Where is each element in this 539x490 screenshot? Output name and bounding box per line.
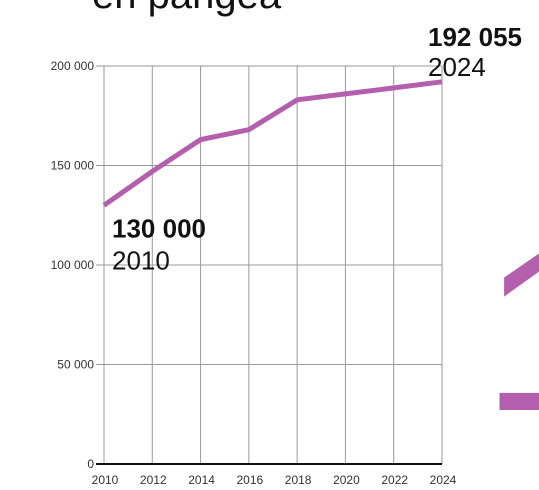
page-title-fragment: en pangea: [92, 0, 282, 17]
x-tick-label-2018: 2018: [285, 473, 312, 487]
y-tick-label-150000: 150 000: [51, 159, 95, 173]
x-tick-label-2012: 2012: [140, 473, 167, 487]
annotation-year-2010: 2010: [112, 245, 170, 275]
y-tick-label-50000: 50 000: [57, 358, 94, 372]
big-numeral-decoration: 1: [482, 202, 539, 459]
x-tick-label-2010: 2010: [92, 473, 119, 487]
y-tick-label-0: 0: [87, 457, 94, 471]
annotation-value-2010: 130 000: [112, 213, 206, 243]
annotation-year-2024: 2024: [428, 52, 486, 82]
annotation-value-2024: 192 055: [428, 22, 522, 52]
series-line-0: [102, 79, 443, 208]
x-tick-label-2020: 2020: [333, 473, 360, 487]
chart-axes: 0 50 000 100 000 150 000 200 000 2010 2012 2014…: [51, 59, 457, 487]
x-tick-label-2014: 2014: [188, 473, 215, 487]
y-tick-label-100000: 100 000: [51, 258, 95, 272]
x-tick-label-2022: 2022: [381, 473, 408, 487]
x-tick-label-2016: 2016: [237, 473, 264, 487]
chart-series: [102, 79, 443, 208]
x-tick-label-2024: 2024: [430, 473, 457, 487]
y-tick-label-200000: 200 000: [51, 59, 95, 73]
